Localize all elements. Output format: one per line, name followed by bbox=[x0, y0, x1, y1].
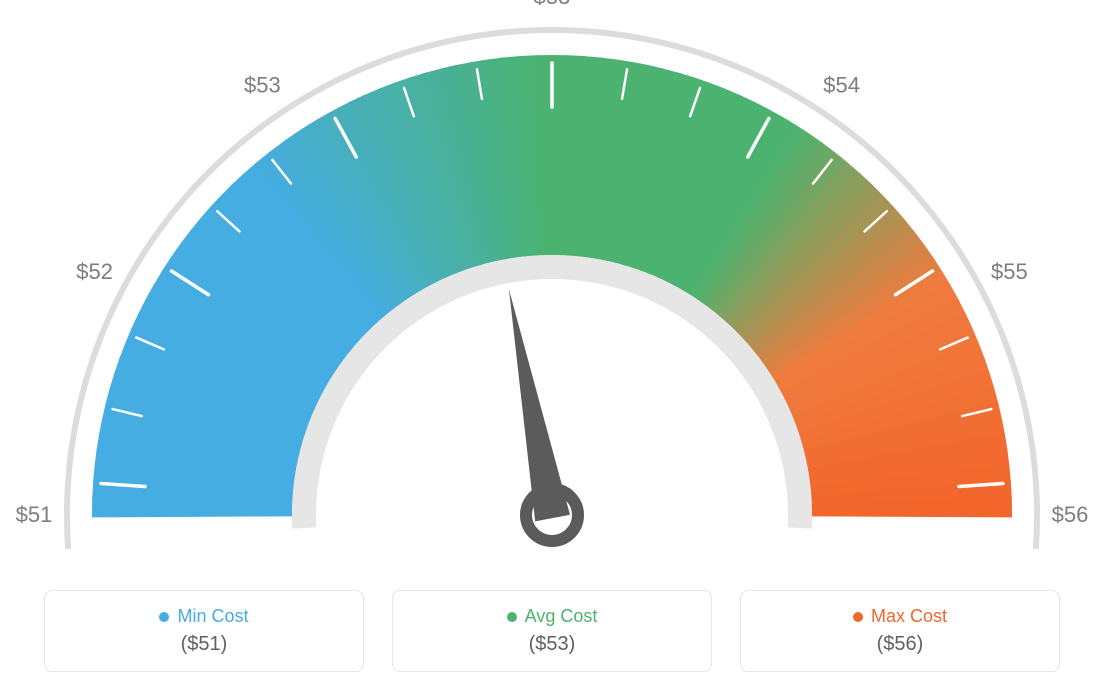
svg-text:$52: $52 bbox=[76, 259, 113, 284]
legend-value-min: ($51) bbox=[181, 633, 228, 656]
gauge-container: $51 $52 $53 $53 $54 $55 $56 bbox=[0, 0, 1104, 560]
svg-text:$56: $56 bbox=[1052, 502, 1089, 527]
dot-icon bbox=[853, 612, 863, 622]
svg-text:$55: $55 bbox=[991, 259, 1028, 284]
legend-box-max: Max Cost ($56) bbox=[740, 590, 1060, 672]
legend-label-min: Min Cost bbox=[177, 606, 248, 627]
dot-icon bbox=[159, 612, 169, 622]
gauge-chart: $51 $52 $53 $53 $54 $55 $56 bbox=[0, 0, 1104, 560]
legend-label-avg: Avg Cost bbox=[525, 606, 598, 627]
legend-label-max: Max Cost bbox=[871, 606, 947, 627]
dot-icon bbox=[507, 612, 517, 622]
svg-text:$53: $53 bbox=[244, 73, 281, 98]
svg-text:$53: $53 bbox=[534, 0, 571, 9]
svg-text:$51: $51 bbox=[16, 502, 53, 527]
legend-box-avg: Avg Cost ($53) bbox=[392, 590, 712, 672]
legend-box-min: Min Cost ($51) bbox=[44, 590, 364, 672]
svg-text:$54: $54 bbox=[823, 73, 860, 98]
legend-row: Min Cost ($51) Avg Cost ($53) Max Cost (… bbox=[0, 590, 1104, 672]
legend-value-max: ($56) bbox=[877, 633, 924, 656]
legend-value-avg: ($53) bbox=[529, 633, 576, 656]
